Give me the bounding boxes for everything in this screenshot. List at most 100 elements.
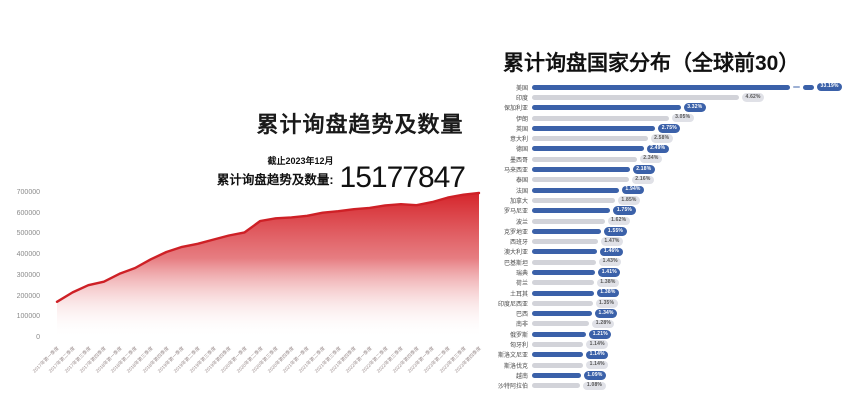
total-annotation: 截止2023年12月 累计询盘趋势及数量: 15177847	[175, 154, 466, 193]
x-axis-tick-label: 2022年第一季度	[345, 346, 374, 375]
x-axis-tick-label: 2020年第二季度	[236, 346, 265, 375]
value-badge: 1.14%	[586, 360, 609, 370]
y-axis-tick-label: 0	[36, 334, 40, 341]
value-badge: 2.16%	[631, 175, 654, 185]
bar	[532, 352, 584, 358]
country-label: 德国	[515, 147, 528, 154]
value-badge: 1.28%	[592, 319, 615, 329]
value-badge: 1.21%	[589, 330, 612, 339]
bar	[532, 311, 592, 317]
x-axis-tick-label: 2018年第四季度	[142, 346, 171, 375]
value-badge: 1.08%	[583, 381, 606, 390]
value-badge: 2.49%	[646, 144, 669, 154]
y-axis-tick-label: 100000	[16, 313, 40, 321]
x-axis-tick-label: 2022年第四季度	[392, 346, 421, 375]
bar-row: 俄罗斯 1.21%	[494, 329, 852, 339]
country-label: 西班牙	[509, 240, 528, 247]
bar-row: 法国 1.94%	[494, 185, 852, 195]
value-badge: 1.38%	[596, 278, 619, 288]
country-label: 美国	[515, 85, 528, 92]
x-axis-tick-label: 2017年第一季度	[32, 346, 61, 375]
value-badge: 4.62%	[742, 93, 765, 102]
value-badge: 1.43%	[599, 257, 622, 267]
value-badge: 1.47%	[600, 237, 624, 246]
value-badge: 1.55%	[604, 227, 627, 236]
bar	[532, 187, 619, 193]
value-badge: 3.05%	[671, 113, 694, 123]
x-axis-tick-label: 2023年第三季度	[439, 346, 468, 375]
country-label: 澳大利亚	[503, 250, 528, 257]
value-badge: 1.09%	[583, 371, 606, 380]
x-axis-tick-label: 2019年第二季度	[173, 346, 202, 375]
bar-row: 巴西 1.34%	[494, 309, 852, 319]
bar	[532, 362, 584, 368]
x-axis-tick-label: 2019年第一季度	[157, 346, 186, 375]
value-badge: 1.94%	[621, 185, 645, 195]
y-axis-tick-label: 500000	[16, 230, 40, 238]
y-axis-tick-label: 700000	[16, 189, 40, 196]
bar-row: 澳大利亚 1.46%	[494, 247, 852, 257]
country-label: 罗马尼亚	[503, 209, 528, 216]
country-label: 英国	[515, 126, 528, 133]
country-label: 瑞典	[515, 270, 528, 277]
y-axis-tick-label: 200000	[16, 292, 40, 300]
country-label: 波兰	[515, 219, 528, 226]
x-axis-tick-label: 2021年第一季度	[282, 346, 312, 375]
trend-chart-title: 累计询盘趋势及数量	[256, 111, 464, 137]
x-axis-tick-label: 2017年第四季度	[79, 346, 108, 375]
value-badge: 1.34%	[595, 309, 618, 318]
bar	[532, 259, 597, 265]
x-axis-tick-label: 2019年第三季度	[189, 346, 218, 375]
value-badge: 1.75%	[613, 206, 636, 215]
country-bar-chart: 美国 33.19% 印度 4.62% 保加利亚 3.32% 伊朗 3.05% 英国 2.75% 意大…	[494, 82, 852, 391]
x-axis-tick-label: 2017年第三季度	[64, 346, 93, 375]
x-axis-tick-label: 2023年第四季度	[454, 346, 483, 375]
country-label: 伊朗	[515, 116, 528, 123]
bar-segment	[532, 84, 790, 90]
y-axis-tick-label: 400000	[16, 251, 40, 259]
bar	[532, 342, 584, 348]
value-badge: 1.85%	[617, 196, 641, 205]
x-axis-tick-label: 2021年第三季度	[314, 346, 343, 375]
x-axis-tick-label: 2023年第二季度	[423, 346, 452, 375]
bar	[532, 218, 605, 224]
x-axis-tick-label: 2018年第二季度	[111, 346, 140, 375]
bar-row: 斯洛伐克 1.14%	[494, 360, 852, 370]
country-label: 保加利亚	[503, 106, 528, 113]
annotation-text: 截止2023年12月 累计询盘趋势及数量:	[217, 154, 334, 191]
country-label: 墨西哥	[509, 157, 528, 164]
bar	[532, 383, 581, 389]
total-label: 累计询盘趋势及数量:	[216, 173, 334, 187]
bar-row: 罗马尼亚 1.75%	[494, 206, 852, 216]
country-label: 南非	[515, 322, 528, 329]
x-axis-tick-label: 2022年第三季度	[376, 346, 405, 375]
area-series-line	[55, 191, 481, 303]
bar-row: 越南 1.09%	[494, 370, 852, 380]
country-label: 泰国	[515, 178, 528, 185]
bar	[532, 208, 611, 214]
bar	[532, 115, 669, 121]
bar	[532, 290, 594, 296]
country-label: 沙特阿拉伯	[497, 384, 528, 391]
country-label: 匈牙利	[509, 343, 528, 350]
bar	[532, 156, 637, 162]
bar	[532, 136, 648, 142]
country-label: 加拿大	[509, 198, 528, 205]
bar-row: 泰国 2.16%	[494, 175, 852, 185]
bar	[532, 249, 598, 255]
bar	[532, 105, 681, 111]
y-axis-tick-label: 300000	[16, 271, 40, 279]
country-chart-title: 累计询盘国家分布（全球前30）	[503, 52, 800, 76]
axis-break-icon	[793, 86, 800, 88]
bar	[532, 239, 598, 245]
bar-row: 保加利亚 3.32%	[494, 103, 852, 113]
bar-segment	[803, 84, 814, 90]
bar	[532, 125, 656, 131]
bar	[532, 300, 593, 306]
country-label: 俄罗斯	[509, 332, 528, 339]
bar-row: 瑞典 1.41%	[494, 267, 852, 277]
bar-row: 土耳其 1.38%	[494, 288, 852, 298]
value-badge: 2.34%	[639, 154, 662, 164]
value-badge: 1.38%	[596, 288, 619, 298]
country-label: 越南	[515, 373, 528, 380]
